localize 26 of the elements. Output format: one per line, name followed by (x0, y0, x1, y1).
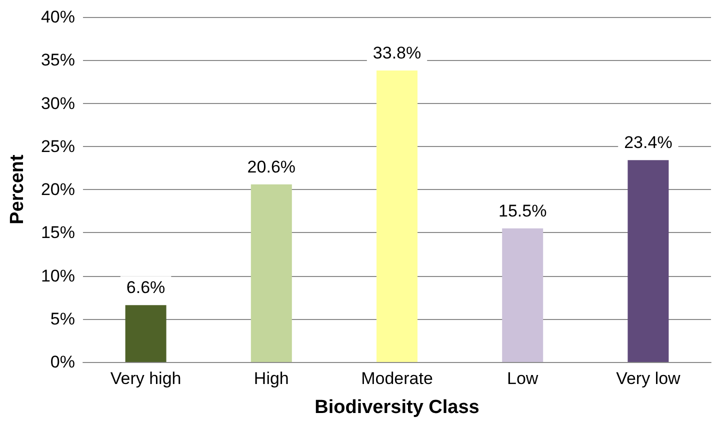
x-tick-label: Low (507, 369, 539, 388)
x-tick-label: Moderate (361, 369, 433, 388)
x-tick-label: Very high (110, 369, 182, 388)
data-label: 20.6% (247, 157, 296, 176)
y-tick-label: 0% (50, 352, 75, 372)
data-label: 23.4% (624, 133, 672, 152)
x-tick-label: High (254, 369, 289, 388)
bar (376, 70, 418, 362)
x-axis-title: Biodiversity Class (314, 397, 480, 418)
data-label: 15.5% (498, 201, 547, 220)
y-tick-label: 10% (40, 266, 75, 286)
data-label: 33.8% (372, 43, 422, 62)
bar (628, 160, 669, 362)
y-tick-label: 20% (40, 180, 75, 199)
y-tick-label: 15% (40, 223, 75, 242)
bar (250, 184, 292, 362)
x-tick-label: Very low (616, 369, 682, 388)
y-tick-label: 5% (50, 309, 75, 328)
data-label: 6.6% (126, 278, 166, 298)
y-tick-label: 40% (40, 8, 75, 26)
bar (502, 228, 544, 362)
y-tick-label: 30% (40, 94, 75, 113)
bar (125, 305, 166, 362)
y-axis-title: Percent (7, 154, 28, 224)
y-tick-label: 35% (40, 50, 75, 70)
y-tick-label: 25% (40, 136, 75, 156)
